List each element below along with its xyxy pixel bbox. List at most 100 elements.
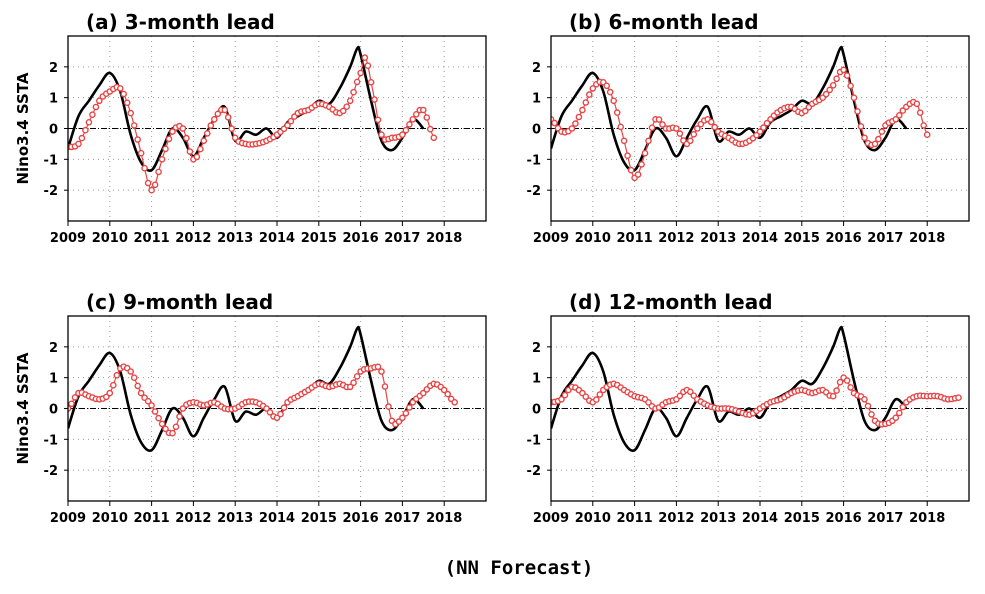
forecast-point <box>829 82 837 89</box>
y-axis-label: Nino3.4 SSTA <box>14 72 32 184</box>
forecast-point <box>158 420 166 428</box>
forecast-point <box>711 123 719 131</box>
forecast-point <box>162 145 169 153</box>
forecast-point <box>155 168 162 176</box>
forecast-point <box>231 134 239 142</box>
x-tick-label: 2011 <box>134 511 170 526</box>
forecast-point <box>346 383 354 391</box>
forecast-point <box>134 382 141 390</box>
y-tick-label: -2 <box>44 184 58 199</box>
forecast-point <box>423 114 431 121</box>
forecast-point <box>78 134 86 142</box>
forecast-point <box>350 379 357 387</box>
forecast-point <box>419 106 427 114</box>
forecast-point <box>224 114 232 121</box>
forecast-point <box>659 121 666 128</box>
forecast-series-line <box>68 56 435 191</box>
x-tick-label: 2018 <box>426 231 462 246</box>
forecast-point <box>193 153 201 161</box>
forecast-point <box>378 368 385 375</box>
forecast-point <box>606 88 614 96</box>
y-tick-label: 2 <box>49 341 58 356</box>
forecast-point <box>593 396 600 403</box>
forecast-point <box>75 140 82 148</box>
forecast-point <box>144 397 152 405</box>
x-tick-label: 2013 <box>700 231 736 246</box>
forecast-point <box>687 388 694 396</box>
forecast-point <box>82 126 89 134</box>
forecast-point <box>361 54 369 61</box>
forecast-point <box>641 149 649 157</box>
forecast-point <box>130 374 138 382</box>
forecast-point <box>694 125 701 132</box>
forecast-point <box>638 161 645 168</box>
forecast-point <box>579 106 586 114</box>
forecast-point <box>169 429 176 437</box>
x-tick-label: 2014 <box>742 231 778 246</box>
panel-title: (a) 3-month lead <box>86 10 275 34</box>
forecast-point <box>343 103 351 110</box>
forecast-point <box>648 124 656 131</box>
x-tick-label: 2014 <box>742 511 778 526</box>
forecast-point <box>861 395 868 403</box>
y-tick-label: 0 <box>49 123 58 138</box>
forecast-point <box>586 91 593 98</box>
x-tick-label: 2010 <box>575 511 611 526</box>
forecast-point <box>106 389 114 397</box>
x-tick-label: 2016 <box>826 231 862 246</box>
forecast-point <box>287 117 295 125</box>
x-tick-label: 2016 <box>826 511 862 526</box>
forecast-point <box>836 378 844 386</box>
chart-panel-1: 2009 2010 2011 2012 2013 2014 2015 2016 2017 2018… <box>14 10 487 246</box>
forecast-point <box>596 391 604 398</box>
x-tick-label: 2018 <box>909 511 945 526</box>
y-tick-label: 0 <box>49 403 58 418</box>
forecast-point <box>451 398 459 406</box>
x-tick-label: 2009 <box>533 511 569 526</box>
forecast-point <box>203 130 211 137</box>
forecast-point <box>402 126 410 134</box>
x-tick-label: 2018 <box>909 231 945 246</box>
forecast-point <box>117 85 124 92</box>
forecast-point <box>402 409 410 417</box>
forecast-point <box>127 368 134 375</box>
forecast-point <box>120 90 127 98</box>
y-tick-label: 0 <box>532 403 541 418</box>
forecast-point <box>353 373 361 380</box>
forecast-point <box>406 121 413 128</box>
forecast-point <box>228 125 235 132</box>
x-tick-label: 2012 <box>658 511 694 526</box>
y-tick-label: 1 <box>49 372 58 387</box>
y-tick-label: 2 <box>532 341 541 356</box>
y-axis-label: Nino3.4 SSTA <box>14 352 32 464</box>
forecast-point <box>857 123 865 130</box>
forecast-point <box>207 122 215 129</box>
forecast-point <box>395 418 403 425</box>
x-tick-label: 2010 <box>92 231 128 246</box>
forecast-point <box>440 386 448 394</box>
forecast-point <box>134 136 141 143</box>
x-tick-label: 2018 <box>426 511 462 526</box>
forecast-point <box>130 122 138 129</box>
forecast-point <box>627 166 635 174</box>
y-tick-label: -2 <box>527 464 541 479</box>
x-tick-label: 2013 <box>217 511 253 526</box>
x-tick-label: 2011 <box>617 231 653 246</box>
forecast-point <box>137 149 145 157</box>
forecast-point <box>85 119 93 126</box>
x-tick-label: 2015 <box>301 511 337 526</box>
forecast-point <box>406 404 413 411</box>
forecast-point <box>676 130 684 137</box>
forecast-point <box>172 423 180 431</box>
forecast-point <box>381 383 389 390</box>
y-tick-label: 2 <box>532 61 541 76</box>
forecast-point <box>71 394 79 401</box>
forecast-point <box>568 125 576 132</box>
x-tick-label: 2009 <box>50 511 86 526</box>
forecast-point <box>913 100 921 108</box>
x-tick-label: 2017 <box>867 511 903 526</box>
forecast-point <box>561 391 569 399</box>
forecast-point <box>826 86 834 94</box>
forecast-point <box>634 171 642 178</box>
observed-series-line <box>551 45 908 172</box>
